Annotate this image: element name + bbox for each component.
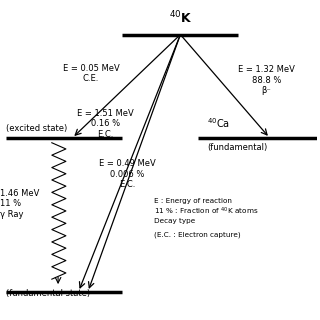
Text: 1.46 MeV
11 %
γ Ray: 1.46 MeV 11 % γ Ray (0, 189, 39, 219)
Text: E = 0.05 MeV
C.E.: E = 0.05 MeV C.E. (63, 64, 119, 84)
Text: E = 1.32 MeV
88.8 %
β⁻: E = 1.32 MeV 88.8 % β⁻ (238, 65, 295, 95)
Text: $^{40}$Ca: $^{40}$Ca (207, 116, 230, 130)
Text: (excited state): (excited state) (6, 124, 68, 133)
Text: (fundamental state): (fundamental state) (6, 289, 91, 298)
Text: E = 1.51 MeV
0.16 %
E.C.: E = 1.51 MeV 0.16 % E.C. (77, 109, 133, 139)
Text: $^{40}$K: $^{40}$K (169, 10, 192, 27)
Text: E = 0.49 MeV
0.006 %
E.C.: E = 0.49 MeV 0.006 % E.C. (99, 159, 156, 189)
Text: E : Energy of reaction
11 % : Fraction of $^{40}$K atoms
Decay type

(E.C. : Ele: E : Energy of reaction 11 % : Fraction o… (154, 198, 258, 238)
Text: (fundamental): (fundamental) (207, 143, 267, 152)
